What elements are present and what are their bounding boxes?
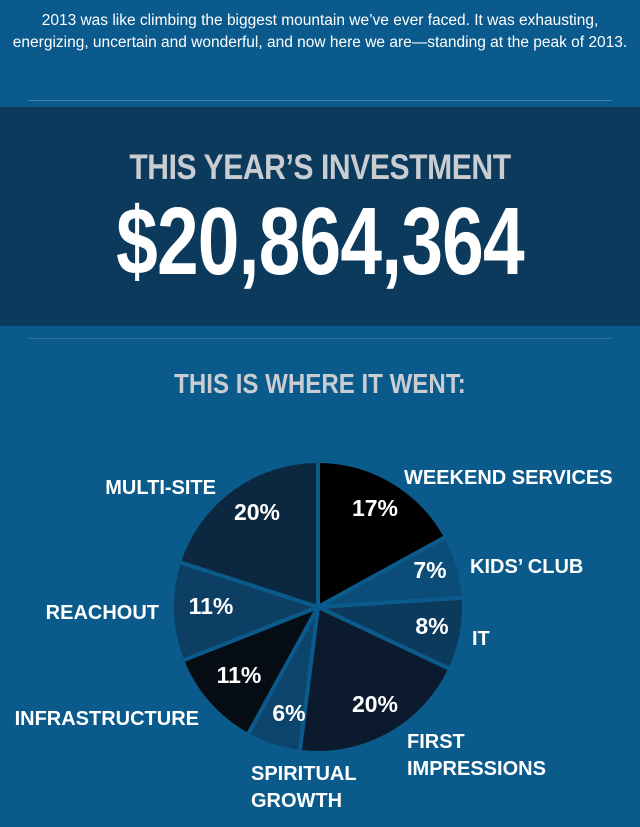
divider-middle xyxy=(28,338,612,339)
pie-slice-reachout xyxy=(170,559,320,663)
pie-value-label-infrastructure: 11% xyxy=(217,662,262,688)
pie-value-label-spiritual-growth: 6% xyxy=(272,700,305,726)
pie-value-label-multi-site: 20% xyxy=(234,499,280,525)
pie-value-label-weekend-services: 17% xyxy=(352,495,398,521)
divider-top xyxy=(28,100,612,101)
investment-band xyxy=(0,107,640,326)
investment-amount: $20,864,364 xyxy=(116,188,525,295)
pie-slice-first-impressions xyxy=(297,605,453,755)
pie-category-label-multi-site: MULTI-SITE xyxy=(105,477,216,499)
intro-text: 2013 was like climbing the biggest mount… xyxy=(0,0,640,100)
pie-slice-multi-site xyxy=(177,459,320,609)
pie-category-label-spiritual-growth: SPIRITUAL GROWTH xyxy=(251,763,357,812)
investment-label: THIS YEAR’S INVESTMENT xyxy=(129,148,511,187)
pie-category-label-kids-club: KIDS’ CLUB xyxy=(470,556,583,578)
pie-slice-weekend-services xyxy=(316,459,448,609)
pie-category-label-it: IT xyxy=(472,628,490,650)
pie-slice-infrastructure xyxy=(180,605,320,737)
pie-value-label-first-impressions: 20% xyxy=(352,691,398,717)
pie-category-label-reachout: REACHOUT xyxy=(46,602,159,624)
pie-value-label-kids-club: 7% xyxy=(413,557,446,583)
pie-value-label-it: 8% xyxy=(415,613,448,639)
pie-category-label-first-impressions: FIRST IMPRESSIONS xyxy=(407,731,546,780)
pie-category-label-weekend-services: WEEKEND SERVICES xyxy=(404,467,613,489)
pie-category-label-infrastructure: INFRASTRUCTURE xyxy=(15,708,199,730)
breakdown-heading: THIS IS WHERE IT WENT: xyxy=(174,368,466,399)
pie-value-label-reachout: 11% xyxy=(189,593,234,619)
